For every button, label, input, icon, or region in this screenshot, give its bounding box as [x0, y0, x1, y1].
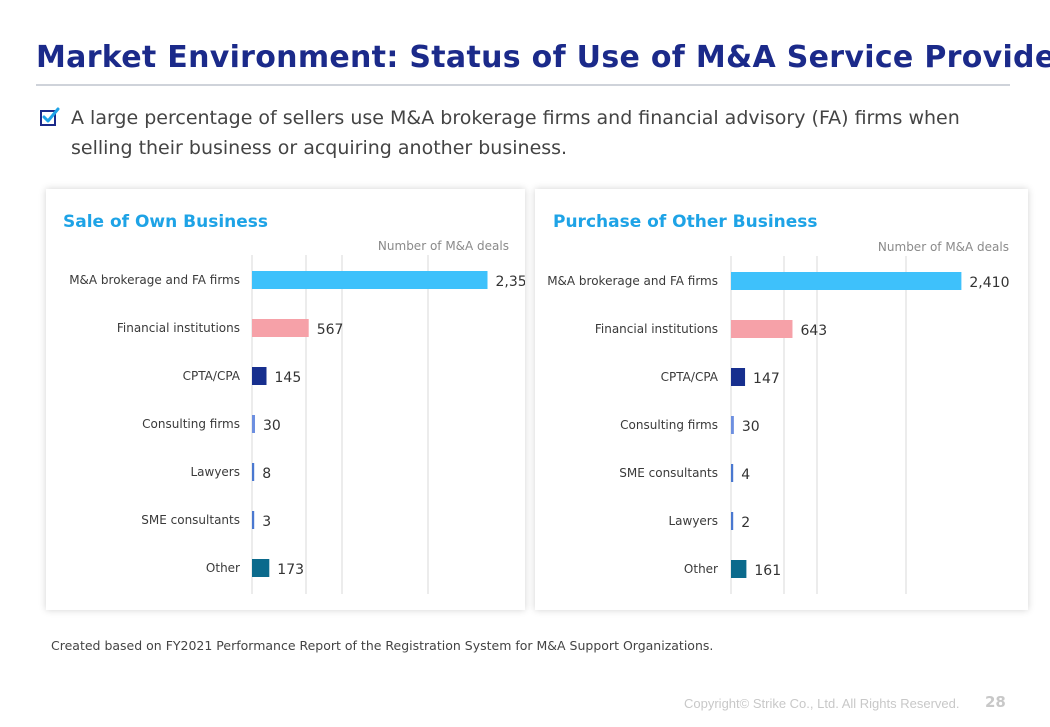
- data-label: 30: [742, 419, 760, 435]
- axis-unit-label: Number of M&A deals: [878, 240, 1009, 254]
- source-note: Created based on FY2021 Performance Repo…: [51, 638, 714, 653]
- title-divider: [36, 84, 1010, 86]
- bar: [731, 464, 734, 482]
- chart-panel-purchase: Purchase of Other Business Number of M&A …: [535, 189, 1028, 610]
- copyright-notice: Copyright© Strike Co., Ltd. All Rights R…: [684, 696, 960, 711]
- summary-bullet: A large percentage of sellers use M&A br…: [71, 107, 960, 159]
- data-label: 173: [277, 562, 304, 578]
- data-label: 3: [262, 514, 271, 530]
- data-label: 2,355: [496, 274, 526, 290]
- data-label: 643: [800, 323, 827, 339]
- axis-unit-label: Number of M&A deals: [378, 239, 509, 253]
- bar: [731, 320, 793, 338]
- category-label: CPTA/CPA: [183, 369, 241, 383]
- category-label: Other: [206, 561, 240, 575]
- category-label: CPTA/CPA: [661, 370, 719, 384]
- category-label: Consulting firms: [142, 417, 240, 431]
- data-label: 145: [275, 370, 302, 386]
- category-label: Lawyers: [668, 514, 718, 528]
- bar: [252, 319, 309, 337]
- bar: [731, 560, 747, 578]
- category-label: Other: [684, 562, 718, 576]
- data-label: 2: [741, 515, 750, 531]
- page-number: 28: [985, 693, 1006, 711]
- data-label: 30: [263, 418, 281, 434]
- bar: [252, 367, 267, 385]
- data-label: 4: [741, 467, 750, 483]
- data-label: 147: [753, 371, 780, 387]
- bar: [731, 416, 734, 434]
- category-label: Financial institutions: [117, 321, 240, 335]
- data-label: 567: [317, 322, 344, 338]
- bar: [731, 272, 962, 290]
- purchase-bar-chart: Purchase of Other Business Number of M&A …: [547, 212, 1009, 594]
- category-label: SME consultants: [619, 466, 718, 480]
- bar: [252, 559, 270, 577]
- data-label: 2,410: [969, 275, 1009, 291]
- data-label: 161: [754, 563, 781, 579]
- bar: [252, 511, 255, 529]
- chart-title: Sale of Own Business: [63, 212, 268, 232]
- category-label: Lawyers: [190, 465, 240, 479]
- chart-panel-sale: Sale of Own Business Number of M&A deals M…: [46, 189, 525, 610]
- bar: [252, 415, 255, 433]
- checkbox-icon: [40, 107, 60, 126]
- sale-bar-chart: Sale of Own Business Number of M&A deals M…: [63, 212, 526, 594]
- category-label: Consulting firms: [620, 418, 718, 432]
- page-title: Market Environment: Status of Use of M&A…: [36, 40, 1050, 75]
- category-label: Financial institutions: [595, 322, 718, 336]
- chart-title: Purchase of Other Business: [553, 212, 818, 232]
- bar: [252, 463, 255, 481]
- bar: [252, 271, 488, 289]
- data-label: 8: [262, 466, 271, 482]
- bar: [731, 368, 746, 386]
- category-label: M&A brokerage and FA firms: [69, 273, 240, 287]
- category-label: SME consultants: [141, 513, 240, 527]
- category-label: M&A brokerage and FA firms: [547, 274, 718, 288]
- bar: [731, 512, 734, 530]
